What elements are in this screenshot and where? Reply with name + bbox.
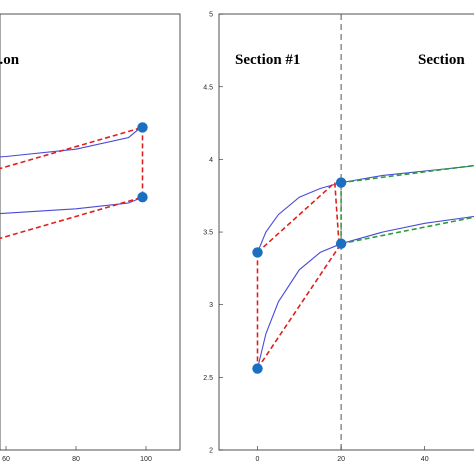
left-xtick-label-100: 100: [140, 456, 152, 463]
right-xtick-label-40: 40: [421, 456, 429, 463]
right-marker-3: [335, 177, 347, 188]
left-plot-area: [0, 122, 148, 240]
left-series-lower-curve: [0, 196, 143, 215]
left-series-dashed-lower: [0, 196, 143, 240]
left-xtick-label-60: 60: [2, 456, 10, 463]
right-series-red-lower: [256, 243, 342, 370]
right-panel-title-1: Section #1: [235, 52, 300, 68]
right-series-green-lower: [340, 216, 474, 245]
left-marker-1: [137, 122, 148, 133]
right-series-red-vertical-mid: [334, 182, 340, 244]
left-series-upper-curve: [0, 126, 142, 158]
right-ytick-label-5: 5: [209, 12, 213, 19]
right-ytick-label-4: 4: [209, 157, 213, 164]
right-marker-2: [252, 363, 263, 374]
right-ytick-label-4.5: 4.5: [203, 84, 213, 91]
right-panel-frame: [218, 13, 474, 451]
right-series-red-upper: [256, 182, 336, 253]
right-marker-4: [335, 238, 347, 249]
left-plot-layer: 60 80 100: [0, 122, 152, 463]
left-series-dashed-upper: [0, 126, 143, 170]
right-plot-layer: 0 20 40 2 2.5 3 3.5 4 4.5 5: [203, 12, 474, 463]
right-panel-title-2: Section: [418, 52, 465, 68]
right-plot-area: [252, 164, 474, 374]
left-panel-frame: [0, 13, 181, 451]
right-marker-1: [252, 247, 263, 258]
right-ytick-label-2: 2: [209, 448, 213, 455]
right-ytick-label-3: 3: [209, 302, 213, 309]
right-xtick-label-20: 20: [337, 456, 345, 463]
right-ytick-label-2.5: 2.5: [203, 375, 213, 382]
right-series-lower-curve: [256, 215, 474, 369]
left-panel-title: ...on: [0, 52, 20, 68]
left-xtick-label-80: 80: [72, 456, 80, 463]
right-series-green-upper: [340, 164, 474, 184]
left-marker-2: [137, 192, 148, 203]
right-ytick-label-3.5: 3.5: [203, 230, 213, 237]
right-xtick-label-0: 0: [256, 456, 260, 463]
